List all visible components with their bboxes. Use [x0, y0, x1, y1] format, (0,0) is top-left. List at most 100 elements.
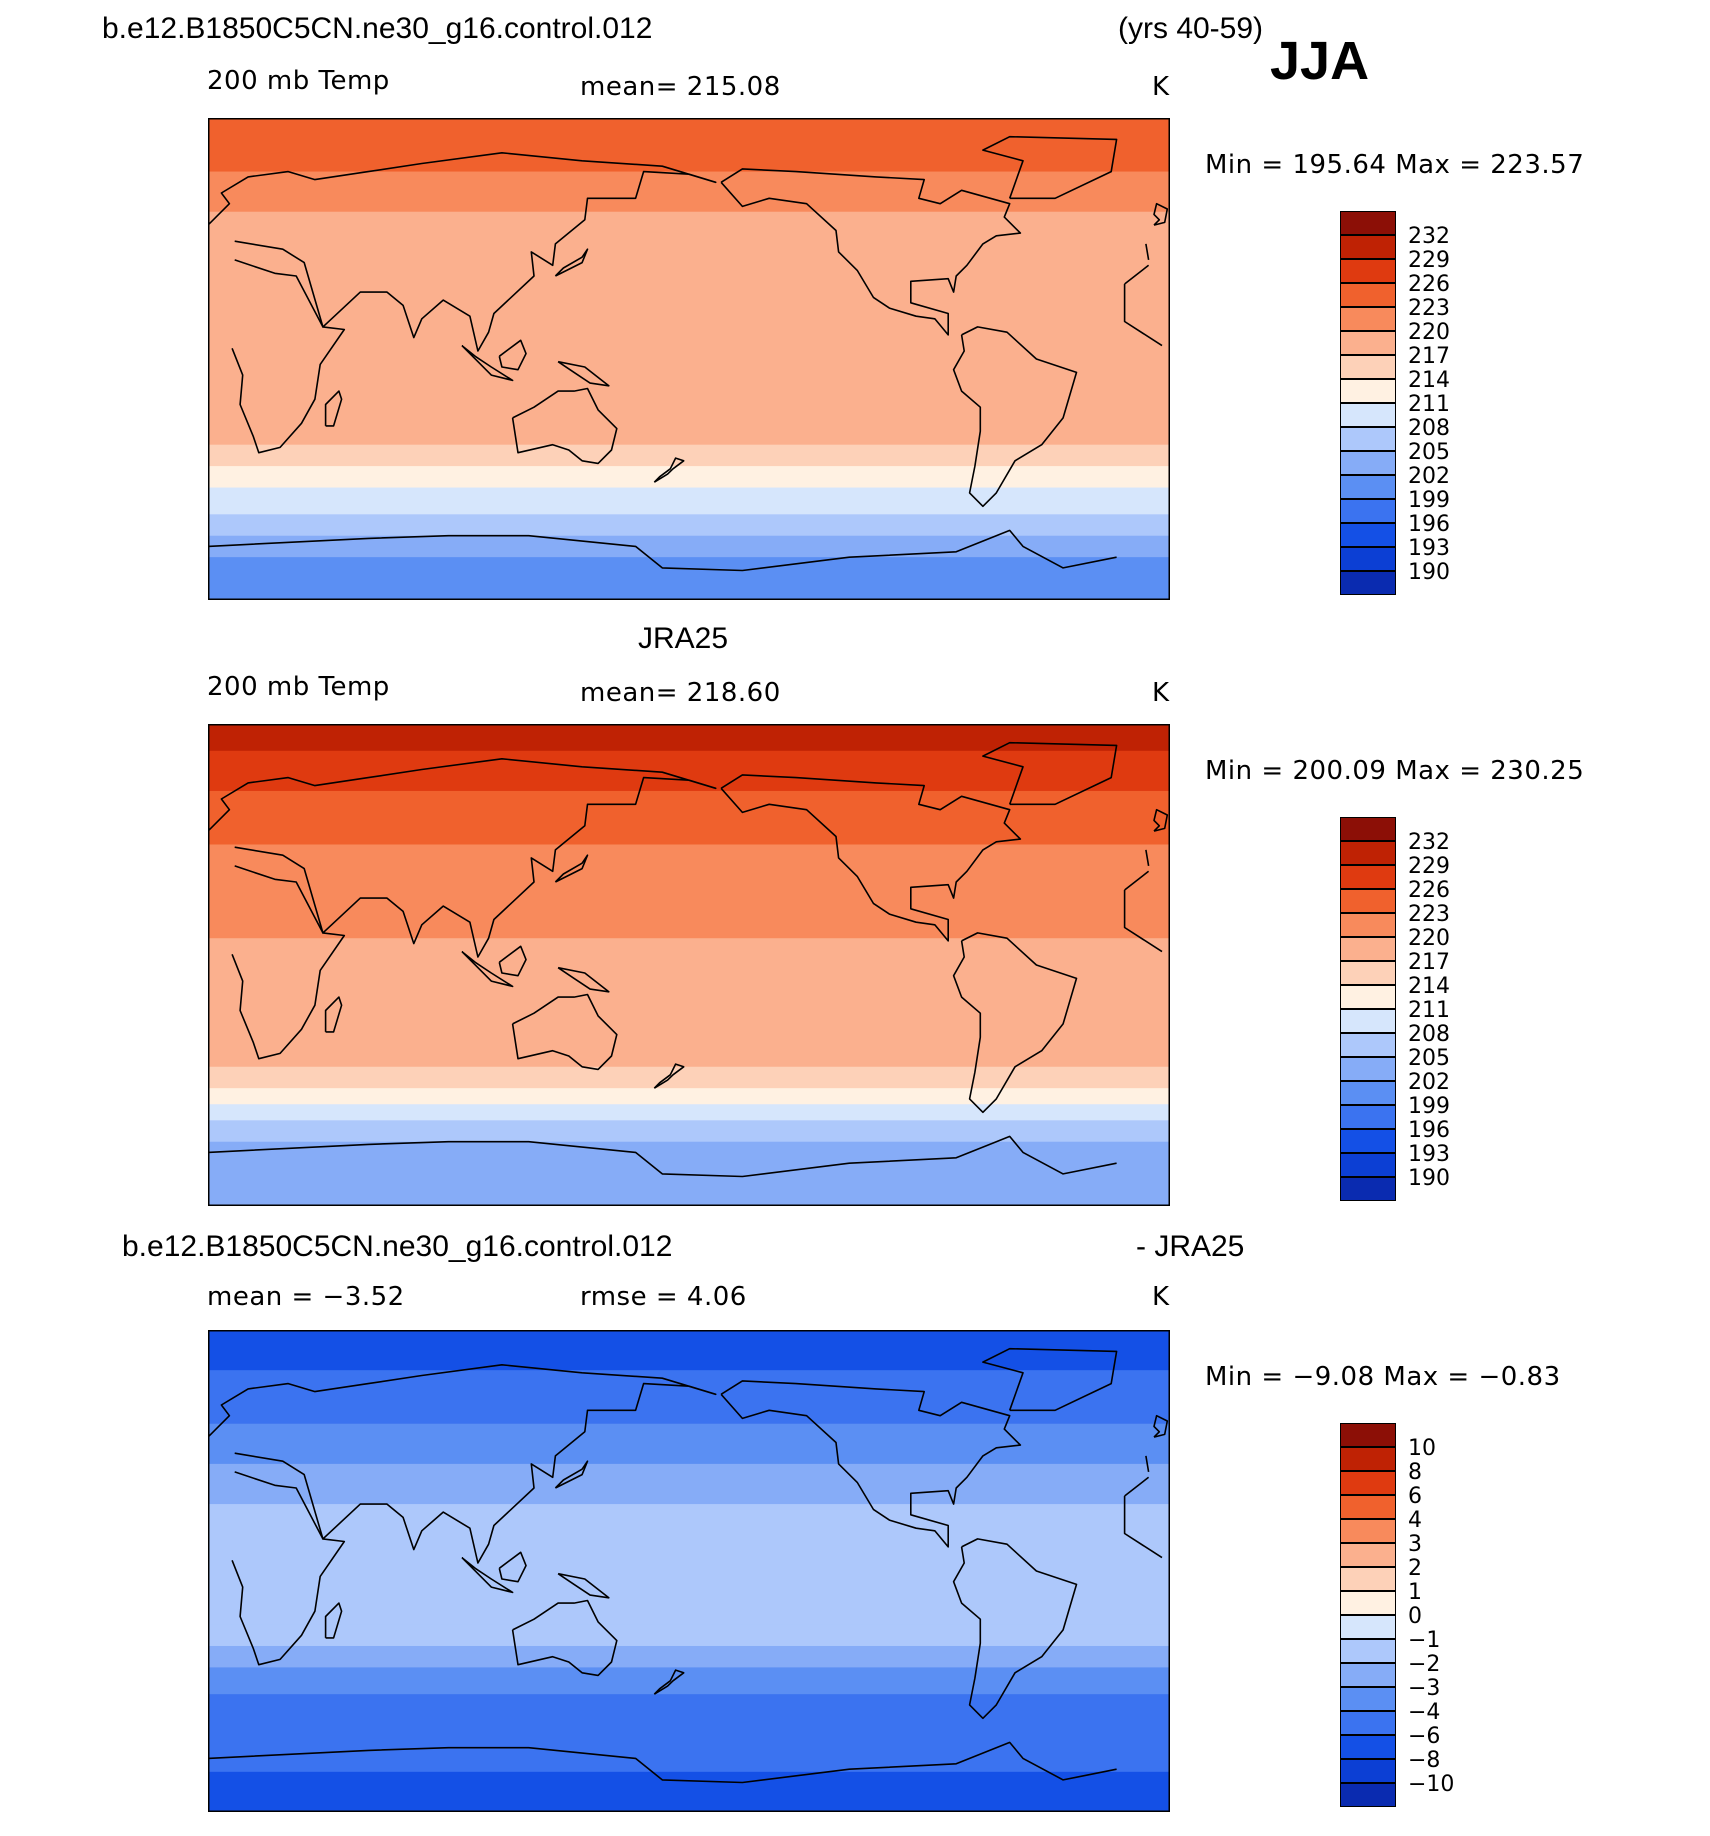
contour-band [208, 1330, 1170, 1371]
coastline-antarctica [208, 1135, 1117, 1206]
colorbar-label: 1 [1408, 1580, 1422, 1605]
colorbar-swatch [1340, 1519, 1396, 1543]
contour-band [208, 1557, 1170, 1626]
panel3-map [208, 1330, 1170, 1812]
coastline-indonesia [461, 344, 514, 382]
colorbar-label: 6 [1408, 1484, 1422, 1509]
panel1-minmax-label: Min = 195.64 Max = 223.57 [1205, 150, 1585, 180]
contour-band [208, 1463, 1170, 1505]
colorbar-swatch [1340, 1759, 1396, 1783]
colorbar-label: −4 [1408, 1700, 1441, 1725]
coastline-namerica [720, 774, 1022, 942]
contour-band [208, 1667, 1170, 1695]
coastline-borneo [498, 945, 527, 977]
colorbar-label: 0 [1408, 1604, 1422, 1629]
colorbar-label: 217 [1408, 950, 1450, 975]
colorbar-swatch [1340, 499, 1396, 523]
colorbar-swatch [1340, 379, 1396, 403]
colorbar-swatch [1340, 1687, 1396, 1711]
colorbar-label: 214 [1408, 368, 1450, 393]
panel1-units-label: K [1152, 72, 1170, 102]
colorbar-label: 226 [1408, 272, 1450, 297]
contour-band [208, 1141, 1170, 1206]
panel3-mean-label: mean = −3.52 [207, 1282, 405, 1312]
contour-band [208, 535, 1170, 558]
colorbar-label: 193 [1408, 536, 1450, 561]
contour-band [208, 412, 1170, 446]
coastline-australia [511, 993, 618, 1071]
coastline-namerica [720, 1380, 1022, 1548]
contour-band [208, 1104, 1170, 1121]
colorbar-label: 4 [1408, 1508, 1422, 1533]
coastline-africa [231, 865, 1163, 1060]
colorbar-swatch [1340, 913, 1396, 937]
coastline-newzealand [653, 457, 685, 483]
coastline-uk [1153, 202, 1169, 226]
contour-band [208, 938, 1170, 1020]
contour-band [208, 171, 1170, 213]
contour-band [208, 790, 1170, 846]
colorbar-swatch [1340, 1663, 1396, 1687]
colorbar-label: 196 [1408, 512, 1450, 537]
colorbar-label: 193 [1408, 1142, 1450, 1167]
contour-band [208, 466, 1170, 489]
season-label: JJA [1270, 31, 1370, 91]
colorbar-label: 2 [1408, 1556, 1422, 1581]
panel3-title-right: - JRA25 [1136, 1230, 1245, 1263]
colorbar-swatch [1340, 1057, 1396, 1081]
contour-band [208, 1088, 1170, 1105]
colorbar-label: 214 [1408, 974, 1450, 999]
colorbar-swatch [1340, 307, 1396, 331]
contour-band [208, 1645, 1170, 1668]
colorbar-label: 199 [1408, 1094, 1450, 1119]
contour-band [208, 1120, 1170, 1143]
colorbar-swatch [1340, 571, 1396, 595]
colorbar-label: 199 [1408, 488, 1450, 513]
colorbar-swatch [1340, 283, 1396, 307]
coastline-madagascar [324, 996, 343, 1033]
colorbar-swatch [1340, 1033, 1396, 1057]
colorbar-label: 232 [1408, 830, 1450, 855]
colorbar-label: −2 [1408, 1652, 1441, 1677]
panel1-mean-label: mean= 215.08 [580, 72, 781, 102]
colorbar-label: 202 [1408, 1070, 1450, 1095]
contour-band [208, 1423, 1170, 1465]
panel3-units-label: K [1152, 1282, 1170, 1312]
colorbar-swatch [1340, 1543, 1396, 1567]
colorbar-swatch [1340, 235, 1396, 259]
contour-band [208, 1066, 1170, 1089]
colorbar-label: 229 [1408, 854, 1450, 879]
colorbar-swatch [1340, 937, 1396, 961]
colorbar-swatch [1340, 211, 1396, 235]
colorbar-label: 190 [1408, 560, 1450, 585]
colorbar-swatch [1340, 1009, 1396, 1033]
coastline-greenland [982, 1347, 1118, 1412]
coastline-antarctica [208, 1741, 1117, 1812]
colorbar-swatch [1340, 1153, 1396, 1177]
colorbar-swatch [1340, 403, 1396, 427]
colorbar-swatch [1340, 475, 1396, 499]
coastline-greenland [982, 741, 1118, 806]
colorbar-swatch [1340, 1081, 1396, 1105]
contour-band [208, 444, 1170, 467]
colorbar-swatch [1340, 427, 1396, 451]
colorbar-label: −3 [1408, 1676, 1441, 1701]
panel2-mean-label: mean= 218.60 [580, 678, 781, 708]
colorbar-label: 211 [1408, 392, 1450, 417]
colorbar-swatch [1340, 1129, 1396, 1153]
colorbar-swatch [1340, 1639, 1396, 1663]
coastline-borneo [498, 339, 527, 371]
colorbar-swatch [1340, 1783, 1396, 1807]
coastline-indonesia [461, 950, 514, 988]
contour-band [208, 211, 1170, 266]
colorbar-label: 220 [1408, 320, 1450, 345]
colorbar-swatch [1340, 1423, 1396, 1447]
contour-band [208, 1624, 1170, 1647]
coastline-newguinea [557, 360, 610, 387]
contour-band [208, 118, 1170, 173]
panel1-variable-label: 200 mb Temp [207, 66, 390, 96]
colorbar-swatch [1340, 889, 1396, 913]
colorbar-swatch [1340, 841, 1396, 865]
coastline-eurasia [208, 152, 1150, 352]
colorbar-swatch [1340, 1735, 1396, 1759]
